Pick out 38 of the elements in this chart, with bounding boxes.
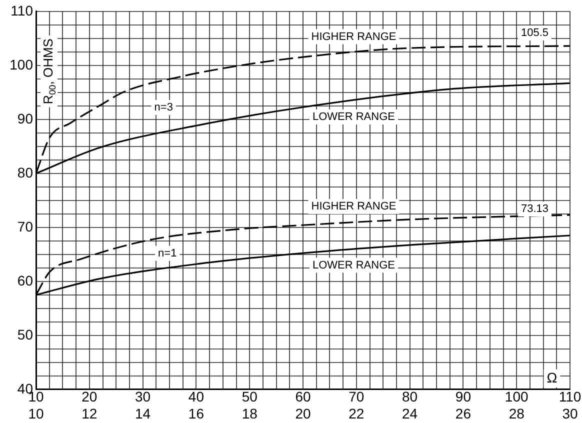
x-tick-label: 30: [135, 388, 151, 405]
x2-tick-label: 10: [28, 405, 44, 422]
x-tick-label: 90: [455, 388, 472, 405]
y-axis-title: R00, OHMS: [40, 38, 58, 104]
x-tick-label: 40: [188, 388, 204, 405]
x2-tick-label: 18: [242, 405, 258, 422]
y-tick-label: 90: [17, 110, 34, 126]
y-tick-label: 60: [17, 272, 34, 288]
x-tick-label: 80: [402, 388, 418, 405]
y-tick-label: 110: [10, 2, 34, 18]
annotation: n=3: [154, 102, 173, 114]
x-tick-label: 110: [558, 388, 582, 405]
x2-tick-label: 22: [348, 405, 364, 422]
x-tick-label: 70: [348, 388, 364, 405]
series-label: HIGHER RANGE: [311, 200, 396, 213]
x2-tick-label: 30: [562, 405, 578, 422]
x2-tick-label: 28: [508, 405, 525, 422]
y-tick-label: 100: [10, 56, 34, 72]
series-label: HIGHER RANGE: [311, 30, 396, 43]
x-tick-label: 60: [295, 388, 311, 405]
x2-tick-label: 20: [295, 405, 311, 422]
x2-tick-label: 26: [455, 405, 472, 422]
x2-tick-label: 24: [402, 405, 418, 422]
x-tick-label: 20: [82, 388, 98, 405]
x2-tick-label: 16: [188, 405, 204, 422]
annotation: 105.5: [520, 27, 549, 40]
x-axis-title: Ω: [546, 369, 558, 386]
annotation: n=1: [158, 247, 177, 260]
series-label: LOWER RANGE: [312, 110, 395, 123]
x-tick-label: 50: [242, 388, 258, 405]
annotation: 73.13: [520, 203, 549, 216]
y-tick-label: 70: [17, 218, 34, 234]
y-tick-label: 80: [17, 164, 34, 180]
x2-tick-label: 14: [135, 405, 151, 422]
x2-tick-label: 12: [82, 405, 98, 422]
series-label: LOWER RANGE: [312, 259, 395, 272]
x-tick-label: 100: [504, 388, 528, 405]
y-tick-label: 50: [17, 326, 34, 342]
